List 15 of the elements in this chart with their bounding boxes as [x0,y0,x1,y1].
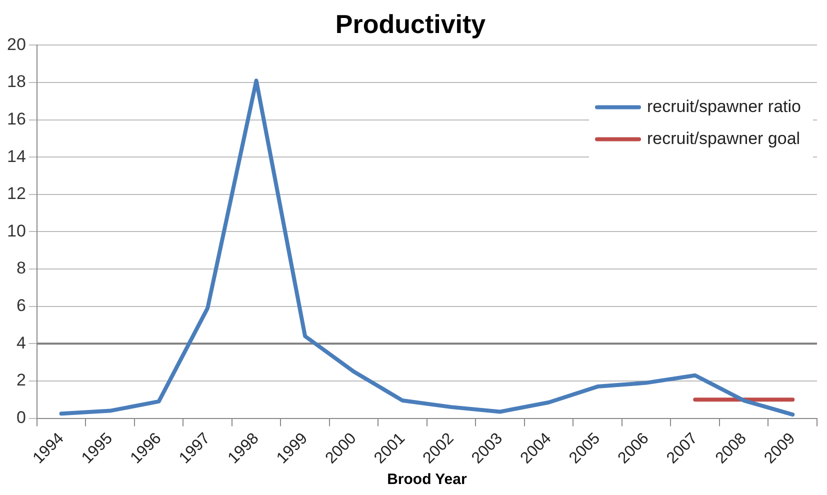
y-tick-label: 6 [16,296,26,316]
chart-title: Productivity [335,8,486,39]
y-tick-label: 14 [6,146,26,166]
legend-label: recruit/spawner ratio [646,96,802,116]
y-tick-label: 20 [6,34,26,54]
y-tick-label: 8 [16,258,26,278]
y-tick-label: 0 [16,408,26,427]
y-tick-label: 2 [16,370,26,390]
y-tick-label: 16 [6,110,26,128]
y-tick-label: 18 [6,72,26,92]
x-axis-title: Brood Year [387,471,467,488]
y-tick-label: 10 [6,221,26,240]
legend-label: recruit/spawner goal [646,128,800,148]
y-tick-label: 4 [16,333,26,352]
y-tick-label: 12 [6,184,26,204]
